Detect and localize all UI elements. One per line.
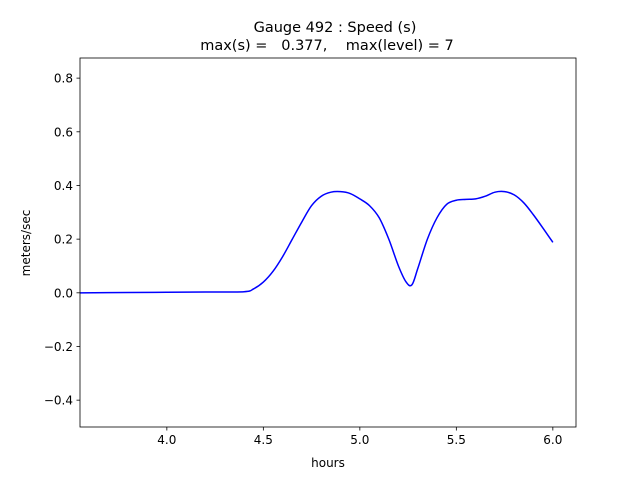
x-tick-label: 6.0 — [543, 433, 562, 447]
y-tick-label: −0.2 — [44, 340, 73, 354]
x-axis-label: hours — [311, 456, 345, 470]
y-axis-label: meters/sec — [19, 210, 33, 277]
y-tick-label: 0.4 — [54, 179, 73, 193]
x-tick-label: 4.0 — [157, 433, 176, 447]
series-line-0 — [80, 190, 554, 294]
chart-title-line1: Gauge 492 : Speed (s) — [254, 20, 417, 36]
x-tick-label: 5.0 — [350, 433, 369, 447]
y-tick-label: −0.4 — [44, 394, 73, 408]
y-tick-label: 0.2 — [54, 233, 73, 247]
plot-area: 4.0 4.5 5.0 5.5 6.0 −0.4 −0.2 0.0 0.2 0.4 0.6 0.8 — [44, 57, 577, 447]
y-tick-label: 0.6 — [54, 125, 73, 139]
axes-frame — [79, 57, 577, 428]
x-tick-label: 4.5 — [254, 433, 273, 447]
y-tick-label: 0.0 — [54, 286, 73, 300]
x-tick-label: 5.5 — [447, 433, 466, 447]
y-tick-label: 0.8 — [54, 72, 73, 86]
chart-title-line2: max(s) = 0.377, max(level) = 7 — [200, 38, 454, 54]
